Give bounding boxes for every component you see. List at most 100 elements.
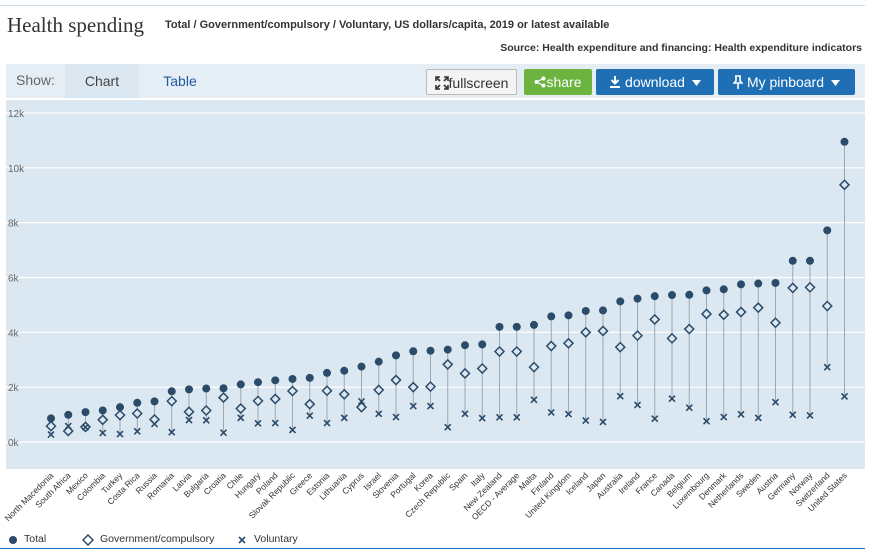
government-point xyxy=(804,281,816,293)
voluntary-point xyxy=(720,413,728,421)
total-point xyxy=(133,398,142,407)
government-point xyxy=(338,388,350,400)
total-point xyxy=(392,351,400,360)
total-point xyxy=(323,368,331,377)
voluntary-point xyxy=(599,418,607,426)
government-point xyxy=(511,345,523,358)
total-point xyxy=(668,291,676,300)
voluntary-point xyxy=(771,398,780,406)
download-label: download xyxy=(625,74,685,90)
voluntary-point xyxy=(513,413,521,421)
total-point xyxy=(771,278,780,287)
total-point xyxy=(271,376,280,385)
voluntary-point xyxy=(99,429,107,437)
voluntary-point xyxy=(64,422,72,430)
total-point xyxy=(702,286,711,295)
government-point xyxy=(528,361,540,373)
government-point xyxy=(183,406,195,418)
voluntary-point xyxy=(737,410,745,418)
government-point xyxy=(821,300,833,312)
tab-chart[interactable]: Chart xyxy=(65,64,139,98)
government-point xyxy=(252,395,264,407)
show-label: Show: xyxy=(16,72,55,88)
chart-subtitle: Total / Government/compulsory / Voluntar… xyxy=(165,19,610,31)
download-button[interactable]: download xyxy=(596,69,714,95)
share-button[interactable]: share xyxy=(524,69,592,95)
government-point xyxy=(666,332,678,344)
government-point xyxy=(407,381,419,393)
voluntary-point xyxy=(202,416,210,424)
voluntary-point xyxy=(340,414,348,422)
voluntary-point xyxy=(582,417,590,425)
total-point xyxy=(806,256,814,265)
government-point xyxy=(838,179,851,191)
pinboard-button[interactable]: My pinboard xyxy=(718,69,855,95)
total-point xyxy=(599,306,607,315)
fullscreen-label: fullscreen xyxy=(448,75,509,91)
voluntary-point xyxy=(357,397,366,405)
voluntary-point xyxy=(426,402,435,410)
legend-voluntary-label: Voluntary xyxy=(254,533,298,545)
legend-total-label: Total xyxy=(24,533,47,545)
total-point xyxy=(788,256,797,265)
government-point xyxy=(217,392,230,404)
total-point xyxy=(633,294,642,303)
total-point xyxy=(840,137,849,146)
total-point xyxy=(650,292,659,301)
government-point xyxy=(769,317,782,329)
government-point xyxy=(597,325,609,337)
government-point xyxy=(424,381,437,393)
total-point xyxy=(116,403,124,412)
total-point xyxy=(426,346,435,355)
total-point xyxy=(340,366,349,375)
total-point xyxy=(81,408,90,417)
legend-government-marker xyxy=(82,534,94,546)
voluntary-point xyxy=(823,363,831,371)
total-point xyxy=(288,374,297,383)
tab-table[interactable]: Table xyxy=(163,73,197,89)
government-point xyxy=(700,308,713,320)
government-point xyxy=(459,367,471,380)
voluntary-point xyxy=(116,430,124,438)
government-point xyxy=(304,398,316,410)
total-point xyxy=(547,312,556,321)
government-point xyxy=(493,345,506,358)
total-point xyxy=(374,357,383,366)
government-point xyxy=(631,330,644,342)
caret-down-icon xyxy=(691,80,701,86)
government-point xyxy=(752,302,764,314)
total-point xyxy=(185,385,193,394)
voluntary-point xyxy=(478,414,486,422)
voluntary-point xyxy=(271,419,279,427)
download-icon xyxy=(610,76,621,88)
y-tick-label: 4k xyxy=(8,328,20,339)
total-point xyxy=(823,226,832,235)
total-point xyxy=(150,397,159,406)
government-point xyxy=(649,313,661,326)
government-point xyxy=(131,407,143,420)
legend-voluntary-marker xyxy=(238,536,246,544)
total-point xyxy=(443,345,452,354)
voluntary-point xyxy=(564,410,573,418)
total-point xyxy=(98,406,107,415)
fullscreen-button[interactable]: fullscreen xyxy=(426,69,517,95)
voluntary-point xyxy=(150,420,159,428)
total-point xyxy=(219,384,228,393)
total-point xyxy=(305,373,314,382)
total-point xyxy=(581,306,590,315)
government-point xyxy=(286,385,299,397)
government-point xyxy=(442,358,454,370)
bottom-rule xyxy=(0,548,865,549)
government-point xyxy=(614,341,626,353)
total-point xyxy=(461,341,469,350)
government-point xyxy=(562,337,575,349)
voluntary-point xyxy=(840,392,849,401)
total-point xyxy=(202,384,211,393)
voluntary-point xyxy=(444,423,452,431)
total-point xyxy=(685,290,694,299)
voluntary-point xyxy=(616,392,624,400)
total-point xyxy=(236,380,245,389)
legend-government-label: Government/compulsory xyxy=(100,533,215,545)
